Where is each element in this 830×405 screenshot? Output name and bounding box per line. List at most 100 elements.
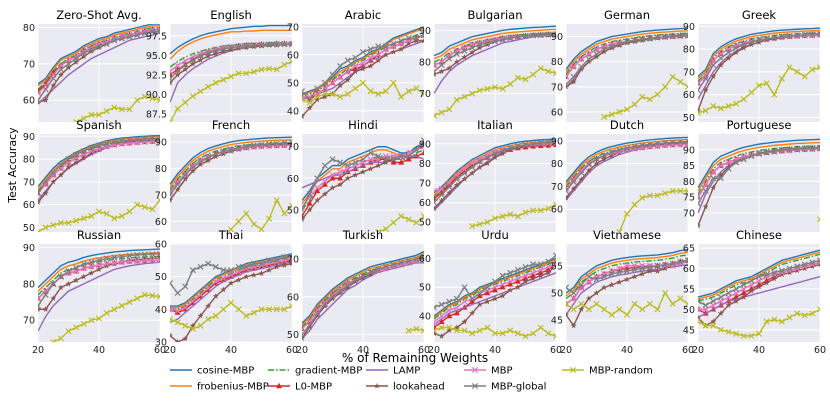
legend-item-mbp-global: MBP-global (464, 382, 546, 393)
point-mbp-random (639, 194, 646, 201)
y-tick-label: 90.0 (146, 90, 167, 101)
point-lookahead (189, 60, 196, 67)
point-mbp-random (514, 74, 521, 81)
point-mbp-random (552, 69, 556, 77)
point-mbp-random (491, 84, 499, 91)
point-mbp-random (816, 306, 820, 313)
point-mbp-global (250, 142, 257, 149)
panel-russian: Russian 70 80 90 20 40 60 (23, 228, 166, 356)
point-mbp-global (794, 145, 801, 152)
point-mbp-random (197, 88, 204, 95)
legend-marker (276, 382, 282, 389)
series-line-lamp (434, 34, 556, 94)
legend-label: frobenius-MBP (197, 382, 269, 393)
point-mbp-random (698, 318, 702, 325)
legend-item-gradient-mbp: gradient-MBP (268, 366, 362, 377)
point-lookahead (623, 276, 631, 282)
y-tick-label: 45 (551, 316, 563, 327)
panel-title: Greek (742, 8, 777, 22)
legend-marker (471, 382, 479, 390)
point-mbp (80, 265, 87, 272)
point-mbp-global (212, 47, 219, 54)
point-mbp-random (763, 318, 770, 325)
point-mbp-global (702, 187, 709, 194)
point-mbp-random (413, 85, 420, 92)
point-mbp-global (281, 139, 288, 147)
point-mbp-global (484, 284, 491, 291)
point-mbp-global (639, 36, 646, 43)
point-lookahead (578, 66, 585, 72)
point-mbp (434, 187, 438, 194)
y-tick-label: 90 (155, 137, 167, 148)
point-mbp-random (405, 327, 412, 334)
point-mbp-global (725, 165, 732, 172)
point-mbp-global (469, 295, 476, 302)
point-lookahead (337, 181, 344, 188)
point-lookahead (170, 332, 174, 339)
point-mbp-random (786, 314, 793, 321)
point-lookahead (434, 71, 438, 78)
point-mbp-random (250, 309, 257, 316)
point-mbp-random (80, 115, 87, 122)
point-mbp (344, 68, 351, 75)
point-lookahead (382, 159, 389, 166)
point-mbp-random (103, 309, 110, 316)
point-lookahead (375, 57, 382, 63)
point-mbp-random (566, 300, 570, 307)
point-mbp-global (623, 38, 631, 45)
point-mbp-global (398, 259, 405, 266)
y-tick-label: 60 (419, 254, 431, 265)
point-mbp-global (593, 276, 600, 283)
point-mbp-random (220, 76, 227, 83)
panel-title: German (604, 8, 650, 22)
point-mbp-global (809, 145, 816, 152)
point-mbp (710, 168, 717, 175)
point-mbp (717, 50, 724, 57)
point-mbp (321, 299, 328, 306)
point-mbp-random (733, 100, 740, 107)
point-mbp-random (639, 93, 646, 100)
point-mbp-random (174, 319, 181, 326)
point-mbp-random (57, 335, 64, 342)
point-mbp-global (273, 41, 280, 48)
point-mbp-random (413, 325, 420, 332)
point-mbp-global (748, 39, 755, 46)
point-lookahead (733, 49, 740, 56)
point-mbp-global (740, 281, 747, 288)
panel-title: French (212, 118, 250, 132)
point-lookahead (337, 289, 344, 296)
point-lookahead (182, 335, 189, 342)
point-mbp-global (288, 254, 292, 261)
point-lookahead (662, 265, 669, 272)
point-mbp-global (514, 143, 521, 150)
point-mbp-global (126, 252, 133, 259)
point-mbp-global (273, 257, 280, 264)
point-mbp-random (126, 299, 133, 306)
point-mbp-random (50, 222, 57, 229)
point-mbp-global (95, 257, 103, 264)
point-lookahead (499, 292, 506, 299)
point-mbp-random (434, 327, 438, 334)
point-mbp (118, 259, 125, 266)
point-l0-mbp (514, 278, 521, 284)
point-mbp-global (73, 55, 80, 62)
point-lookahead (352, 171, 359, 178)
y-tick-label: 50 (287, 205, 299, 216)
point-lookahead (740, 44, 747, 51)
y-tick-label: 97.5 (146, 31, 167, 42)
point-mbp-global (438, 62, 445, 69)
point-l0-mbp (434, 324, 437, 330)
point-mbp-random (95, 315, 103, 322)
point-lookahead (702, 203, 709, 210)
point-lookahead (499, 150, 506, 157)
point-lookahead (639, 270, 646, 277)
point-mbp-random (330, 233, 335, 238)
point-mbp (156, 256, 160, 263)
point-mbp-global (88, 144, 95, 151)
point-mbp-random (677, 295, 684, 302)
point-lookahead (57, 71, 64, 78)
point-lookahead (484, 41, 491, 48)
panel-italian: Italian 50 60 70 80 90 (419, 118, 557, 232)
point-lookahead (42, 306, 49, 312)
